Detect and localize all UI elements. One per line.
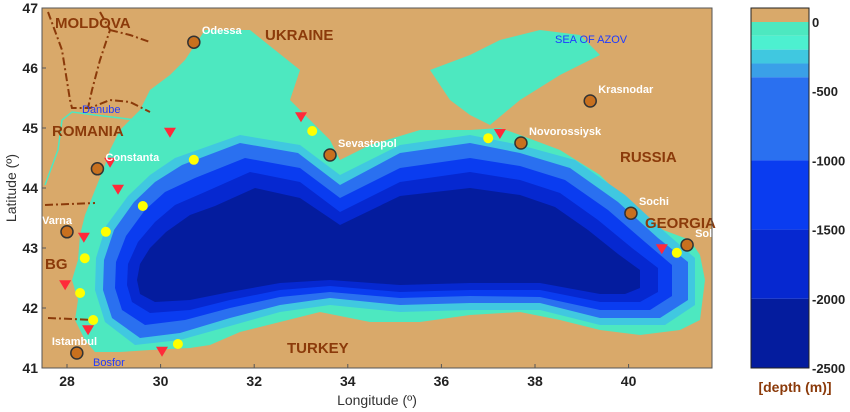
triangle-station-marker bbox=[104, 157, 117, 168]
country-moldova: MOLDOVA bbox=[55, 15, 131, 32]
triangle-station-marker bbox=[112, 184, 125, 195]
city-marker bbox=[187, 35, 201, 49]
city-label: Istambul bbox=[52, 336, 97, 348]
dot-station-marker bbox=[671, 247, 682, 258]
city-marker bbox=[323, 148, 337, 162]
x-tick-label: 36 bbox=[434, 373, 450, 389]
city-marker bbox=[514, 136, 528, 150]
map-plot bbox=[42, 8, 712, 368]
colorbar-band bbox=[751, 229, 809, 299]
city-marker bbox=[583, 94, 597, 108]
city-label: Varna bbox=[42, 215, 73, 227]
city-label: Odessa bbox=[202, 25, 243, 37]
city-label: Sochi bbox=[639, 196, 669, 208]
triangle-station-marker bbox=[156, 346, 169, 357]
colorbar: 0 -500 -1000 -1500 -2000 -2500 bbox=[750, 7, 845, 376]
x-tick-label: 34 bbox=[340, 373, 356, 389]
y-tick-label: 47 bbox=[22, 0, 38, 16]
dot-station-marker bbox=[307, 126, 318, 136]
x-tick-label: 40 bbox=[621, 373, 637, 389]
colorbar-band bbox=[751, 22, 809, 36]
country-romania: ROMANIA bbox=[52, 123, 124, 140]
y-axis-ticks: 47 46 45 44 43 42 41 bbox=[22, 0, 46, 376]
colorbar-band bbox=[751, 298, 809, 368]
dot-station-marker bbox=[137, 201, 148, 211]
colorbar-band bbox=[751, 49, 809, 64]
country-bg: BG bbox=[45, 256, 68, 273]
triangle-station-marker bbox=[493, 129, 506, 139]
dot-station-marker bbox=[100, 226, 111, 237]
dot-station-marker bbox=[79, 253, 90, 264]
colorbar-tick-label: -1000 bbox=[812, 153, 845, 168]
colorbar-tick-label: -2000 bbox=[812, 292, 845, 307]
y-tick-label: 45 bbox=[22, 120, 38, 136]
dot-station-marker bbox=[75, 288, 86, 298]
y-tick-label: 44 bbox=[22, 180, 38, 196]
sea-of-azov-label: SEA OF AZOV bbox=[555, 34, 628, 46]
sea-of-azov bbox=[430, 30, 600, 125]
colorbar-band bbox=[751, 63, 809, 78]
colorbar-tick-label: -500 bbox=[812, 84, 838, 99]
borders bbox=[44, 11, 151, 321]
city-marker bbox=[90, 162, 105, 176]
x-tick-label: 30 bbox=[153, 373, 169, 389]
city-label: Novorossiysk bbox=[529, 126, 602, 138]
dot-station-marker bbox=[188, 154, 199, 165]
y-axis-label: Latitude (º) bbox=[3, 154, 19, 222]
colorbar-tick-label: -1500 bbox=[812, 223, 845, 238]
x-tick-label: 28 bbox=[59, 373, 75, 389]
colorbar-band bbox=[751, 8, 809, 22]
triangle-station-marker bbox=[295, 112, 307, 123]
triangle-station-marker bbox=[163, 127, 176, 138]
city-marker bbox=[70, 346, 84, 360]
city-label: Krasnodar bbox=[598, 84, 654, 96]
depth-band-2000 bbox=[137, 188, 640, 302]
colorbar-band bbox=[751, 77, 809, 161]
country-ukraine: UKRAINE bbox=[265, 27, 333, 44]
city-label: Constanta bbox=[105, 152, 160, 164]
bosfor-label: Bosfor bbox=[93, 357, 125, 369]
danube-label: Danube bbox=[82, 104, 121, 116]
markers: Odessa Constanta Varna Istambul Sevastopol No… bbox=[42, 25, 742, 360]
colorbar-tick-label: -2500 bbox=[812, 361, 845, 376]
y-tick-label: 46 bbox=[22, 60, 38, 76]
danube-river bbox=[44, 111, 151, 186]
city-marker bbox=[624, 206, 638, 220]
city-label: Sokhumi bbox=[695, 228, 741, 240]
colorbar-tick-label: 0 bbox=[812, 15, 819, 30]
triangle-station-marker bbox=[59, 280, 72, 291]
triangle-station-marker bbox=[82, 325, 95, 336]
x-axis-label: Longitude (º) bbox=[337, 392, 417, 408]
city-marker bbox=[680, 238, 694, 252]
city-marker bbox=[60, 225, 74, 239]
x-tick-label: 38 bbox=[527, 373, 543, 389]
y-tick-label: 43 bbox=[22, 240, 38, 256]
country-georgia: GEORGIA bbox=[645, 215, 716, 232]
country-labels: MOLDOVA UKRAINE ROMANIA RUSSIA BG GEORGI… bbox=[45, 15, 716, 369]
city-label: Sevastopol bbox=[338, 138, 397, 150]
dot-station-marker bbox=[88, 315, 99, 325]
colorbar-label: [depth (m)] bbox=[758, 379, 831, 395]
y-tick-label: 41 bbox=[22, 360, 38, 376]
dot-station-marker bbox=[483, 133, 494, 144]
triangle-station-marker bbox=[655, 244, 668, 255]
country-turkey: TURKEY bbox=[287, 340, 349, 357]
x-tick-label: 32 bbox=[246, 373, 262, 389]
x-axis-ticks: 28 30 32 34 36 38 40 bbox=[59, 364, 637, 389]
y-tick-label: 42 bbox=[22, 300, 38, 316]
country-russia: RUSSIA bbox=[620, 149, 677, 166]
colorbar-band bbox=[751, 160, 809, 230]
triangle-station-marker bbox=[77, 232, 90, 243]
dot-station-marker bbox=[172, 339, 183, 349]
colorbar-band bbox=[751, 35, 809, 50]
colorbar-frame bbox=[750, 7, 810, 369]
